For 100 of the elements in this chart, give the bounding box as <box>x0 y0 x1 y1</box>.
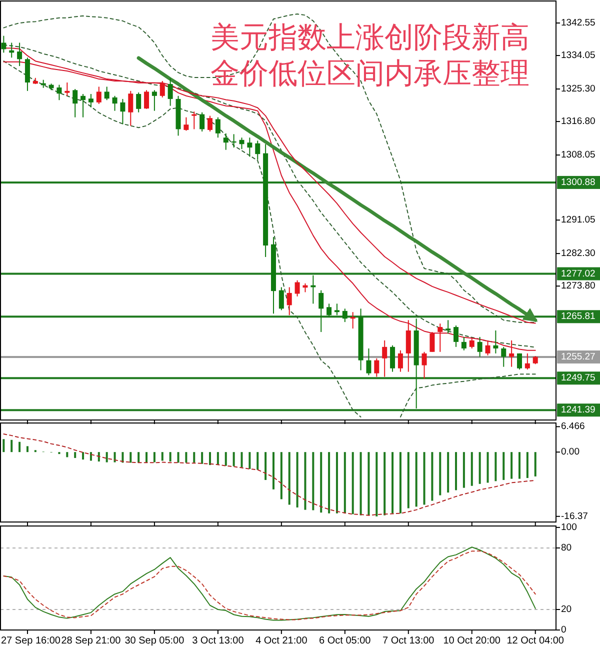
candlestick <box>524 352 530 370</box>
bar <box>486 452 489 483</box>
candlestick <box>223 132 228 150</box>
candlestick <box>390 344 396 372</box>
bar <box>26 446 28 452</box>
candlestick <box>493 330 498 354</box>
bar <box>280 452 282 500</box>
bar <box>74 452 76 458</box>
bar <box>10 440 13 452</box>
bar <box>384 452 386 516</box>
bar <box>368 452 370 516</box>
x-tick-label: 12 Oct 04:00 <box>506 636 564 646</box>
y-tick-label: 20 <box>561 604 572 615</box>
bar <box>399 452 402 514</box>
ref-line-label: 1265.81 <box>561 311 596 322</box>
candlestick <box>215 116 220 138</box>
bar <box>392 452 394 514</box>
bar <box>256 452 259 470</box>
ref-line-label: 1255.27 <box>561 351 596 362</box>
bar <box>146 452 148 463</box>
bar <box>415 452 418 507</box>
bar <box>455 452 458 490</box>
bar <box>216 452 219 466</box>
candlestick <box>516 352 522 370</box>
bar <box>360 452 362 516</box>
candlestick <box>128 90 134 126</box>
candlestick <box>24 57 30 92</box>
y-tick-label: 1325.30 <box>561 84 596 95</box>
x-tick-label: 3 Oct 13:00 <box>192 636 244 646</box>
bar <box>518 452 520 479</box>
bar <box>407 452 410 508</box>
bar <box>232 452 235 466</box>
candlestick <box>247 137 252 158</box>
bar <box>248 452 251 469</box>
y-tick-label: 1342.55 <box>561 18 596 28</box>
bar <box>114 452 116 462</box>
y-tick-label: 80 <box>561 542 572 554</box>
candlestick <box>144 90 150 110</box>
x-tick-label: 7 Oct 13:00 <box>382 636 435 646</box>
bar <box>185 452 188 463</box>
ref-line-label: 1241.39 <box>561 404 596 416</box>
bar <box>209 452 212 466</box>
candlestick <box>17 42 22 67</box>
bar <box>328 452 330 514</box>
bar <box>478 452 481 484</box>
candlestick <box>382 340 388 378</box>
candlestick <box>1 35 6 54</box>
bar <box>312 452 314 510</box>
candlestick <box>286 286 292 316</box>
ref-line-label: 1277.02 <box>561 268 596 280</box>
bar <box>224 452 227 466</box>
candlestick <box>461 336 466 351</box>
candlestick <box>342 308 348 323</box>
x-tick-label: 28 Sep 21:00 <box>61 636 122 646</box>
candlestick <box>350 312 356 330</box>
candlestick <box>454 324 459 348</box>
bar <box>177 452 180 463</box>
candlestick <box>318 290 324 332</box>
bar <box>423 452 426 505</box>
candlestick <box>56 84 62 101</box>
bar <box>296 452 298 508</box>
y-tick-label: 1334.05 <box>561 50 596 62</box>
candlestick <box>278 286 284 311</box>
bar <box>447 452 450 493</box>
y-tick-label: 1282.30 <box>561 248 596 260</box>
y-tick-label: 1291.05 <box>561 214 596 226</box>
x-tick-label: 4 Oct 21:00 <box>256 636 308 646</box>
y-tick-label: -16.37 <box>561 510 588 522</box>
candlestick <box>72 88 78 118</box>
text: 美元指数上涨创阶段新高 <box>210 22 530 54</box>
candlestick <box>438 323 443 352</box>
candlestick <box>168 78 173 106</box>
bar <box>376 452 378 516</box>
y-tick-label: 0.00 <box>561 446 580 458</box>
candlestick <box>112 95 118 112</box>
candlestick <box>509 340 514 368</box>
candlestick <box>374 358 380 378</box>
bar <box>193 452 196 463</box>
bar <box>153 452 156 462</box>
y-tick-label: 100 <box>561 522 577 533</box>
bar <box>462 452 465 488</box>
candlestick <box>184 116 189 132</box>
candlestick <box>501 346 506 368</box>
x-tick-label: 6 Oct 05:00 <box>319 636 372 646</box>
bar <box>344 452 346 514</box>
candlestick <box>192 111 197 130</box>
x-tick-label: 10 Oct 20:00 <box>443 636 501 646</box>
candlestick <box>96 86 102 104</box>
candlestick <box>88 93 94 108</box>
bar <box>264 452 267 480</box>
candlestick <box>477 336 482 358</box>
x-tick-label: 30 Sep 05:00 <box>124 636 185 646</box>
candlestick <box>104 86 110 101</box>
candlestick <box>326 303 332 318</box>
candlestick <box>469 338 474 349</box>
bar <box>2 439 5 452</box>
bar <box>90 452 92 461</box>
y-tick-label: 1308.05 <box>561 150 596 161</box>
bar <box>304 452 306 510</box>
bar <box>138 452 140 463</box>
